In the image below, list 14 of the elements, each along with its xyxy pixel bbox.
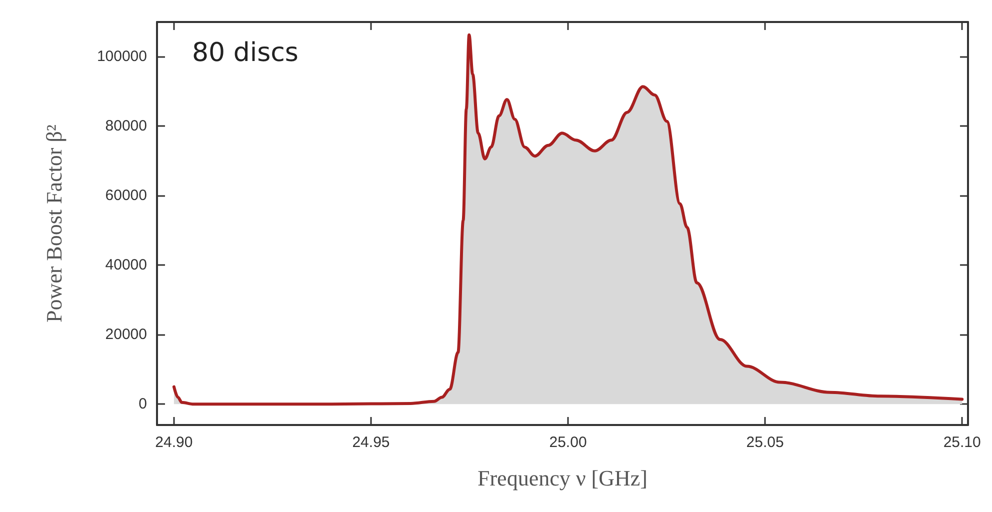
x-tick-label: 25.05 <box>746 434 784 451</box>
x-tick-label: 24.95 <box>352 434 390 451</box>
y-tick-label: 0 <box>138 396 147 413</box>
x-tick-label: 24.90 <box>155 434 193 451</box>
x-axis-title: Frequency ν [GHz] <box>478 466 648 490</box>
x-tick-label: 25.10 <box>943 434 981 451</box>
y-tick-label: 20000 <box>105 326 147 344</box>
x-tick-label: 25.00 <box>549 434 587 451</box>
y-tick-label: 40000 <box>105 256 147 274</box>
y-tick-label: 100000 <box>96 48 147 66</box>
y-tick-label: 60000 <box>105 187 147 204</box>
y-axis-title: Power Boost Factor β² <box>42 124 66 323</box>
y-tick-label: 80000 <box>105 118 147 135</box>
annotation: 80 discs <box>192 38 298 68</box>
